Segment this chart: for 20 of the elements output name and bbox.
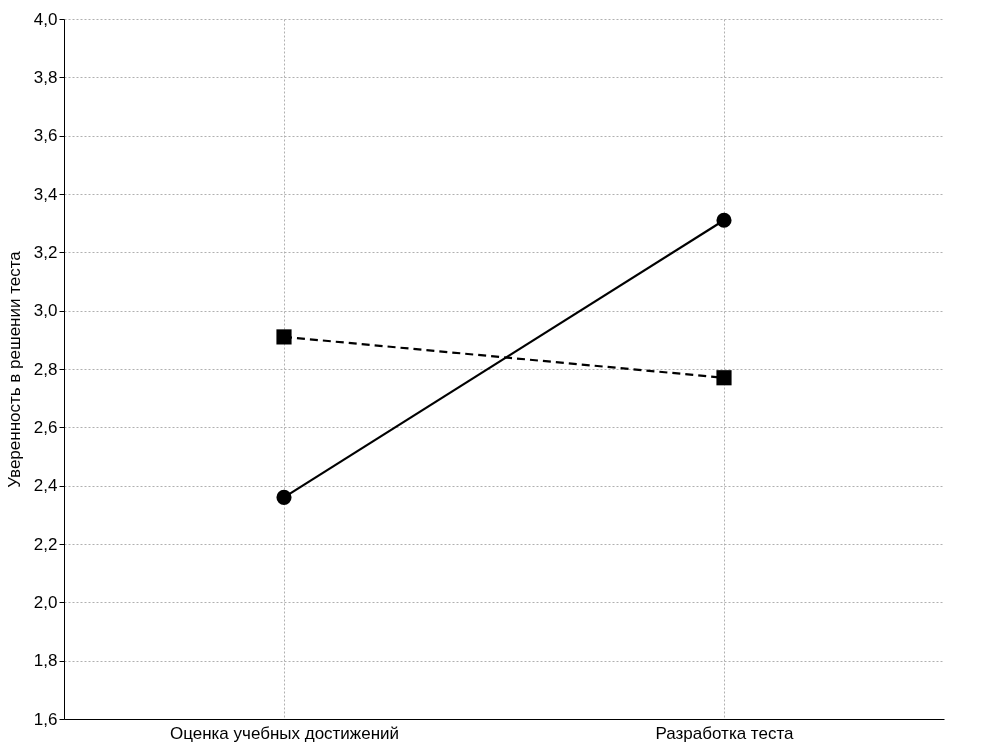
y-tick-label: 1,8: [33, 651, 58, 671]
y-tick-label: 3,8: [33, 67, 58, 87]
y-tick-label: 2,2: [33, 534, 58, 554]
y-tick-label: 3,2: [33, 242, 58, 262]
point: [276, 489, 292, 505]
y-tick-label: 3,0: [33, 301, 58, 321]
y-tick-label: 3,4: [33, 184, 58, 204]
y-tick-label: 1,6: [33, 709, 58, 729]
point: [716, 370, 732, 386]
point: [716, 212, 732, 228]
y-tick-label: 3,6: [33, 126, 58, 146]
y-axis-title: Уверенность в решении теста: [4, 250, 24, 488]
point: [276, 329, 292, 345]
y-tick-label: 4,0: [33, 9, 58, 29]
y-tick-label: 2,4: [33, 476, 58, 496]
y-tick-label: 2,8: [33, 359, 58, 379]
x-tick-label: Разработка теста: [655, 723, 795, 743]
y-tick-label: 2,0: [33, 592, 58, 612]
x-tick-label: Оценка учебных достижений: [169, 723, 400, 743]
y-tick-label: 2,6: [33, 417, 58, 437]
